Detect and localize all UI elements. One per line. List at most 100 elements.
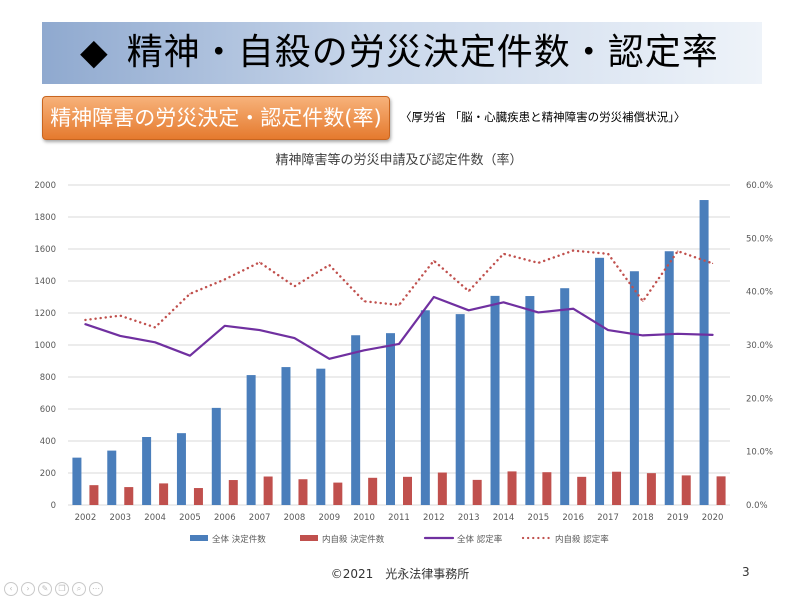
- point-suicide-rate: [259, 261, 261, 263]
- more-options-icon[interactable]: ⋯: [89, 582, 103, 596]
- point-total-rate: [711, 334, 714, 336]
- bar-suicide-decisions: [403, 476, 412, 505]
- y-right-tick-label: 60.0%: [746, 181, 773, 191]
- point-suicide-rate: [293, 285, 296, 287]
- x-tick-label: 2019: [667, 513, 689, 523]
- bar-total-decisions: [525, 296, 535, 505]
- legend-label: 内自殺 認定率: [555, 534, 609, 545]
- point-suicide-rate: [84, 319, 87, 321]
- pen-icon[interactable]: ✎: [38, 582, 52, 596]
- y-left-tick-label: 800: [40, 373, 56, 383]
- y-left-tick-label: 1200: [34, 309, 56, 319]
- bar-total-decisions: [176, 433, 186, 505]
- point-total-rate: [468, 309, 470, 311]
- bar-total-decisions: [246, 375, 256, 505]
- page-number: 3: [742, 565, 750, 579]
- bar-total-decisions: [142, 437, 152, 505]
- chart-title: 精神障害等の労災申請及び認定件数（率）: [275, 152, 522, 168]
- title-bar: ◆ 精神・自殺の労災決定件数・認定率: [42, 22, 762, 84]
- point-total-rate: [572, 308, 574, 310]
- point-total-rate: [607, 329, 609, 331]
- slide-title-text: 精神・自殺の労災決定件数・認定率: [126, 32, 719, 73]
- previous-slide-icon[interactable]: ‹: [4, 582, 18, 596]
- y-right-tick-label: 10.0%: [746, 448, 773, 458]
- x-tick-label: 2018: [632, 513, 654, 523]
- point-suicide-rate: [154, 326, 156, 328]
- x-tick-label: 2007: [249, 513, 271, 523]
- bar-suicide-decisions: [472, 479, 482, 505]
- x-tick-label: 2004: [144, 513, 166, 523]
- point-total-rate: [84, 323, 87, 325]
- bar-suicide-decisions: [716, 476, 726, 505]
- x-tick-label: 2010: [353, 513, 375, 523]
- x-tick-label: 2006: [214, 513, 236, 523]
- slideshow-controls: ‹ › ✎ ❐ ⌕ ⋯: [4, 582, 103, 596]
- point-suicide-rate: [433, 260, 435, 262]
- bar-total-decisions: [595, 257, 605, 505]
- bar-total-decisions: [72, 457, 82, 505]
- point-total-rate: [259, 329, 261, 331]
- x-tick-label: 2005: [179, 513, 201, 523]
- point-suicide-rate: [607, 253, 609, 255]
- y-left-tick-label: 1000: [34, 341, 56, 351]
- bar-suicide-decisions: [542, 472, 552, 505]
- point-total-rate: [502, 301, 505, 303]
- bar-suicide-decisions: [298, 479, 308, 505]
- bar-total-decisions: [490, 295, 500, 505]
- line-total-rate: [84, 295, 714, 360]
- slide-title: ◆ 精神・自殺の労災決定件数・認定率: [80, 22, 719, 84]
- legend-swatch: [190, 535, 208, 541]
- bar-total-decisions: [351, 335, 361, 505]
- legend-label: 全体 認定率: [457, 534, 503, 545]
- y-right-tick-label: 30.0%: [746, 341, 773, 351]
- bar-suicide-decisions: [368, 477, 378, 505]
- point-suicide-rate: [572, 250, 574, 252]
- x-tick-label: 2008: [284, 513, 306, 523]
- bar-total-decisions: [699, 200, 709, 505]
- bar-suicide-decisions: [437, 472, 447, 505]
- x-tick-label: 2009: [318, 513, 340, 523]
- x-tick-label: 2002: [75, 513, 97, 523]
- y-right-tick-label: 40.0%: [746, 288, 773, 298]
- bar-suicide-decisions: [612, 471, 622, 505]
- point-suicide-rate: [677, 250, 679, 252]
- bar-suicide-decisions: [228, 480, 238, 505]
- point-total-rate: [537, 311, 539, 314]
- slides-overview-icon[interactable]: ❐: [55, 582, 69, 596]
- point-suicide-rate: [363, 300, 365, 302]
- y-left-tick-label: 400: [40, 437, 56, 447]
- point-suicide-rate: [642, 300, 644, 302]
- bar-suicide-decisions: [159, 483, 169, 505]
- x-tick-label: 2017: [597, 513, 619, 523]
- point-suicide-rate: [468, 290, 470, 292]
- y-left-tick-label: 1600: [34, 245, 56, 255]
- y-right-tick-label: 0.0%: [746, 501, 768, 511]
- point-suicide-rate: [537, 262, 539, 264]
- x-tick-label: 2003: [109, 513, 131, 523]
- point-suicide-rate: [502, 253, 505, 255]
- bar-total-decisions: [455, 314, 465, 505]
- point-total-rate: [398, 343, 400, 345]
- bar-total-decisions: [560, 288, 570, 505]
- next-slide-icon[interactable]: ›: [21, 582, 35, 596]
- section-badge: 精神障害の労災決定・認定件数(率): [42, 96, 390, 140]
- bar-suicide-decisions: [263, 476, 273, 505]
- chart: 精神障害等の労災申請及び認定件数（率） 0 200 400 600 800 1000 1200…: [34, 152, 773, 545]
- y-right-tick-label: 20.0%: [746, 394, 773, 404]
- source-citation: 〈厚労省 「脳・心臓疾患と精神障害の労災補償状況」〉: [400, 110, 686, 124]
- bar-suicide-decisions: [507, 471, 517, 505]
- diamond-bullet-icon: ◆: [80, 32, 109, 73]
- legend-label: 全体 決定件数: [212, 534, 266, 545]
- point-total-rate: [293, 337, 296, 339]
- y-left-tick-label: 1400: [34, 277, 56, 287]
- point-total-rate: [328, 358, 330, 360]
- x-tick-label: 2016: [562, 513, 584, 523]
- x-tick-label: 2020: [702, 513, 724, 523]
- point-total-rate: [224, 325, 226, 327]
- x-tick-label: 2011: [388, 513, 410, 523]
- point-total-rate: [677, 333, 679, 335]
- y-left-tick-label: 0: [51, 501, 56, 511]
- y-left-tick-label: 2000: [34, 181, 56, 191]
- zoom-icon[interactable]: ⌕: [72, 582, 86, 596]
- y-right-tick-label: 50.0%: [746, 234, 773, 244]
